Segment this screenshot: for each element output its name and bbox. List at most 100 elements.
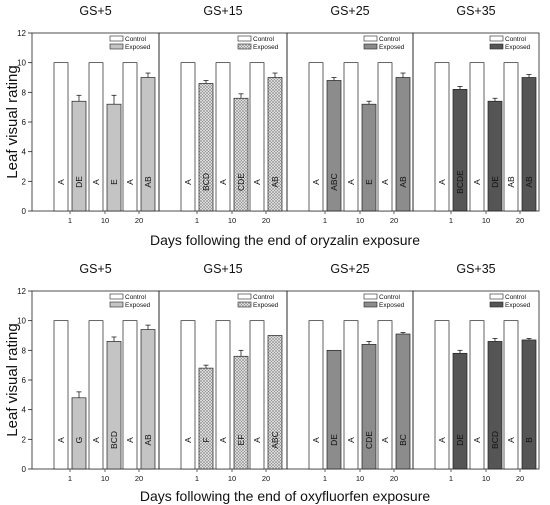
panel-title: GS+5 <box>79 262 111 276</box>
significance-letter: A <box>252 179 262 185</box>
control-bar <box>53 62 69 212</box>
control-bar <box>122 320 138 470</box>
legend-swatch-control <box>489 35 504 42</box>
x-tick-label: 20 <box>135 474 143 483</box>
control-bar <box>215 62 231 212</box>
y-tick-label: 4 <box>22 148 27 157</box>
x-tick-label: 10 <box>101 216 109 225</box>
x-tick-label: 20 <box>390 216 398 225</box>
x-tick-label: 20 <box>262 474 270 483</box>
control-bar <box>249 62 265 212</box>
panel-title: GS+25 <box>330 4 369 18</box>
control-bar <box>343 62 359 212</box>
exposed-bar <box>452 352 468 470</box>
significance-letter: A <box>183 179 193 185</box>
exposed-bar <box>71 397 87 470</box>
legend-swatch-exposed <box>363 301 378 308</box>
exposed-bar <box>140 329 156 470</box>
significance-letter: A <box>125 179 135 185</box>
x-tick-label: 1 <box>449 474 453 483</box>
x-tick-label: 10 <box>482 216 490 225</box>
exposed-bar <box>326 349 342 470</box>
significance-letter: A <box>311 437 321 443</box>
significance-letter: BCD <box>109 431 119 449</box>
legend-label-control: Control <box>505 294 527 301</box>
exposed-bar <box>71 100 87 212</box>
y-tick-label: 0 <box>22 207 27 216</box>
significance-letter: A <box>472 437 482 443</box>
x-tick-label: 20 <box>516 216 524 225</box>
significance-letter: DE <box>490 176 500 188</box>
legend-swatch-control <box>363 35 378 42</box>
significance-letter: EF <box>236 435 246 446</box>
control-bar <box>434 62 450 212</box>
x-tick-label: 1 <box>195 216 199 225</box>
control-bar <box>469 62 485 212</box>
control-bar <box>180 62 196 212</box>
significance-letter: A <box>506 437 516 443</box>
y-tick-label: 6 <box>22 118 27 127</box>
exposed-bar <box>140 77 156 212</box>
control-bar <box>88 62 104 212</box>
exposed-bar <box>521 339 537 470</box>
y-tick-label: 10 <box>17 59 26 68</box>
exposed-bar <box>267 77 283 212</box>
control-bar <box>343 320 359 470</box>
legend-label-exposed: Exposed <box>125 302 151 309</box>
significance-letter: AB <box>143 176 153 188</box>
significance-letter: CDE <box>236 173 246 191</box>
significance-letter: AB <box>398 176 408 188</box>
exposed-bar <box>395 77 411 212</box>
legend-swatch-control <box>237 35 252 42</box>
oryzalin-chart: Leaf visual rating 0 2 4 6 8 10 12 Days followin… <box>4 4 540 248</box>
significance-letter: DE <box>455 434 465 446</box>
x-tick-label: 1 <box>449 216 453 225</box>
x-tick-label: 1 <box>68 216 72 225</box>
significance-letter: A <box>91 179 101 185</box>
exposed-bar <box>267 335 283 470</box>
legend-swatch-exposed <box>237 43 252 50</box>
legend-swatch-exposed <box>109 301 124 308</box>
significance-letter: AB <box>270 176 280 188</box>
significance-letter: A <box>252 437 262 443</box>
exposed-bar <box>395 333 411 470</box>
panel-title: GS+15 <box>203 262 242 276</box>
legend-swatch-control <box>109 293 124 300</box>
control-bar <box>88 320 104 470</box>
legend-swatch-control <box>363 293 378 300</box>
significance-letter: ABC <box>270 431 280 448</box>
exposed-bar <box>233 97 249 212</box>
legend-swatch-control <box>489 293 504 300</box>
exposed-bar <box>198 367 214 470</box>
panel-title: GS+5 <box>79 4 111 18</box>
panel-title: GS+25 <box>330 262 369 276</box>
significance-letter: A <box>346 179 356 185</box>
x-axis-label: Days following the end of oryzalin expos… <box>150 232 420 248</box>
control-bar <box>180 320 196 470</box>
significance-letter: A <box>437 437 447 443</box>
control-bar <box>122 62 138 212</box>
control-bar <box>308 62 324 212</box>
y-axis-label: Leaf visual rating <box>4 65 21 178</box>
legend-swatch-exposed <box>237 301 252 308</box>
oxyfluorfen-chart: Leaf visual rating 0 2 4 6 8 10 12 Days followin… <box>4 262 540 504</box>
legend-swatch-exposed <box>109 43 124 50</box>
exposed-bar <box>521 77 537 212</box>
x-tick-label: 1 <box>323 216 327 225</box>
x-tick-label: 20 <box>135 216 143 225</box>
y-tick-label: 2 <box>22 177 27 186</box>
x-tick-label: 10 <box>101 474 109 483</box>
control-bar <box>377 62 393 212</box>
significance-letter: DE <box>329 434 339 446</box>
y-tick-label: 12 <box>17 287 26 296</box>
y-tick-label: 8 <box>22 88 27 97</box>
legend-label-control: Control <box>125 294 147 301</box>
legend-swatch-control <box>109 35 124 42</box>
significance-letter: BCD <box>490 431 500 449</box>
x-axis-label: Days following the end of oxyfluorfen ex… <box>140 488 430 504</box>
